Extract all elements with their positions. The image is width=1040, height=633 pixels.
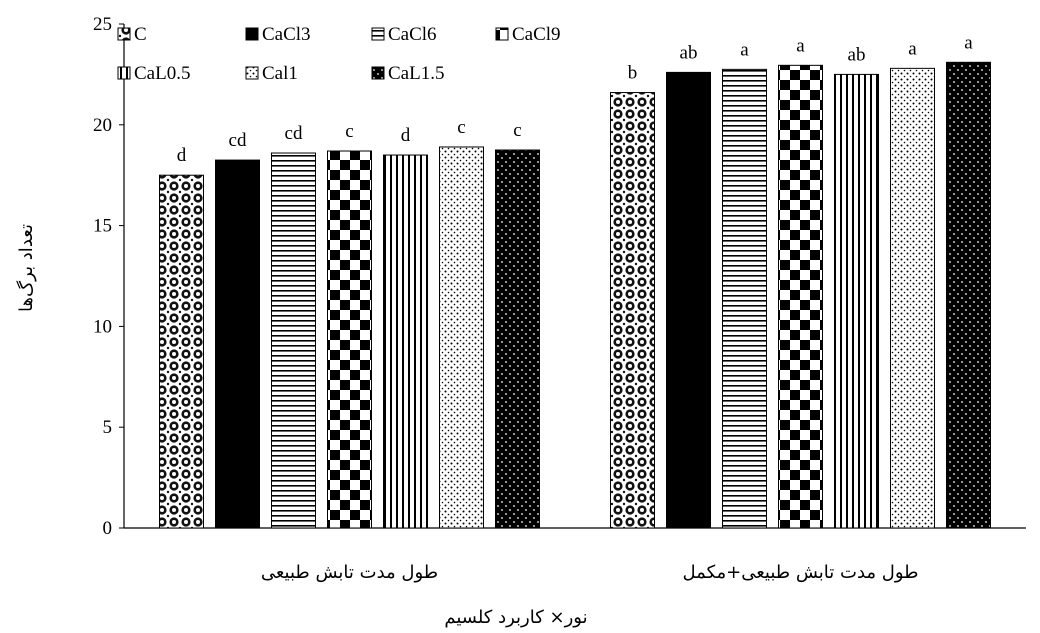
y-tick-label: 15 [93, 216, 112, 237]
y-axis-title: تعداد برگ‌ها [16, 224, 37, 312]
legend-label: Cal1 [262, 63, 298, 84]
bar-cal1-5-group-1 [495, 149, 540, 529]
legend: C CaCl3 CaCl6 CaCl9 CaL0.5 Cal1 CaL1.5 [117, 24, 561, 84]
legend-swatch [245, 66, 259, 80]
data-label: c [513, 120, 521, 141]
legend-swatch [371, 27, 385, 41]
category-labels: طول مدت تابش طبیعی طول مدت تابش طبیعی+مکم… [261, 562, 919, 583]
bars [159, 61, 991, 529]
bar-c-group-2 [610, 92, 655, 529]
data-label: ab [680, 42, 698, 63]
bar-cacl6-group-2 [722, 68, 767, 529]
bar-cacl3-group-1 [215, 159, 260, 529]
legend-label: C [134, 24, 147, 45]
legend-label: CaL0.5 [134, 63, 190, 84]
data-label: a [740, 39, 749, 60]
legend-swatch [371, 66, 385, 80]
data-label: b [628, 63, 638, 84]
legend-swatch [495, 27, 509, 41]
bar-cal0-5-group-2 [834, 73, 879, 529]
legend-label: CaCl9 [512, 24, 561, 45]
bar-cacl9-group-2 [778, 64, 823, 529]
y-tick-label: 10 [93, 316, 112, 337]
y-tick-label: 25 [93, 14, 112, 35]
y-tick-label: 5 [103, 417, 113, 438]
x-axis-title: نور× کاربرد کلسیم [444, 607, 587, 628]
data-label: a [908, 38, 917, 59]
legend-swatch [117, 66, 131, 80]
y-tick-labels: 0 5 10 15 20 25 [93, 14, 124, 539]
bar-cal1-group-2 [890, 67, 935, 529]
legend-swatch [117, 27, 131, 41]
bar-cacl3-group-2 [666, 71, 711, 529]
legend-label: CaCl6 [388, 24, 437, 45]
legend-swatch [245, 27, 259, 41]
data-label: a [796, 35, 805, 56]
category-label: طول مدت تابش طبیعی+مکمل [683, 562, 919, 583]
category-label: طول مدت تابش طبیعی [261, 562, 438, 583]
bar-cal1-group-1 [439, 146, 484, 529]
bar-cal1-5-group-2 [946, 61, 991, 529]
data-label: c [345, 121, 353, 142]
data-label: a [964, 32, 973, 53]
y-tick-label: 20 [93, 115, 112, 136]
legend-label: CaCl3 [262, 24, 311, 45]
data-label: ab [848, 44, 866, 65]
y-tick-label: 0 [103, 518, 113, 539]
data-label: cd [285, 123, 303, 144]
legend-label: CaL1.5 [388, 63, 444, 84]
data-label: c [457, 117, 465, 138]
bar-cal0-5-group-1 [383, 154, 428, 529]
bar-cacl9-group-1 [327, 150, 372, 529]
bar-c-group-1 [159, 174, 204, 529]
bar-cacl6-group-1 [271, 152, 316, 529]
data-label: cd [229, 130, 247, 151]
data-label: d [401, 125, 411, 146]
data-label: d [177, 145, 187, 166]
